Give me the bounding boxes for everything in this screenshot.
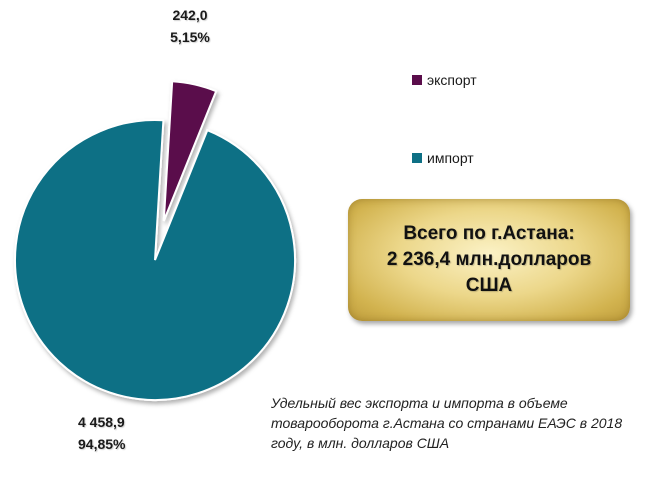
import-value-label: 4 458,9 <box>78 414 125 430</box>
legend-swatch-import <box>412 153 422 163</box>
chart-caption: Удельный вес экспорта и импорта в объеме… <box>271 395 623 451</box>
export-percent-label: 5,15% <box>170 29 210 45</box>
legend-item-export: экспорт <box>412 72 477 88</box>
export-data-label: 242,0 5,15% <box>158 4 222 48</box>
legend-swatch-export <box>412 75 422 85</box>
total-summary-box: Всего по г.Астана: 2 236,4 млн.долларов … <box>348 199 630 321</box>
pie-slice-import <box>14 119 296 401</box>
export-value-label: 242,0 <box>172 7 208 23</box>
import-percent-label: 94,85% <box>78 436 126 452</box>
legend-label-export: экспорт <box>427 72 477 88</box>
legend-label-import: импорт <box>427 150 474 166</box>
total-line-1: Всего по г.Астана: <box>403 223 575 244</box>
total-line-3: США <box>465 275 513 296</box>
pie-slice-export <box>162 80 218 222</box>
legend-item-import: импорт <box>412 150 474 166</box>
total-line-2: 2 236,4 млн.долларов <box>386 249 592 270</box>
import-data-label: 4 458,9 94,85% <box>78 411 148 455</box>
total-summary-text: Всего по г.Астана: 2 236,4 млн.долларов … <box>387 221 591 299</box>
